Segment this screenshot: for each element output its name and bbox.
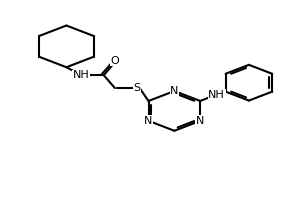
Text: N: N — [170, 86, 178, 96]
Text: NH: NH — [73, 70, 90, 80]
Text: S: S — [134, 83, 141, 93]
Text: N: N — [196, 116, 204, 126]
Text: NH: NH — [208, 90, 225, 100]
Text: N: N — [144, 116, 153, 126]
Text: O: O — [110, 56, 119, 66]
